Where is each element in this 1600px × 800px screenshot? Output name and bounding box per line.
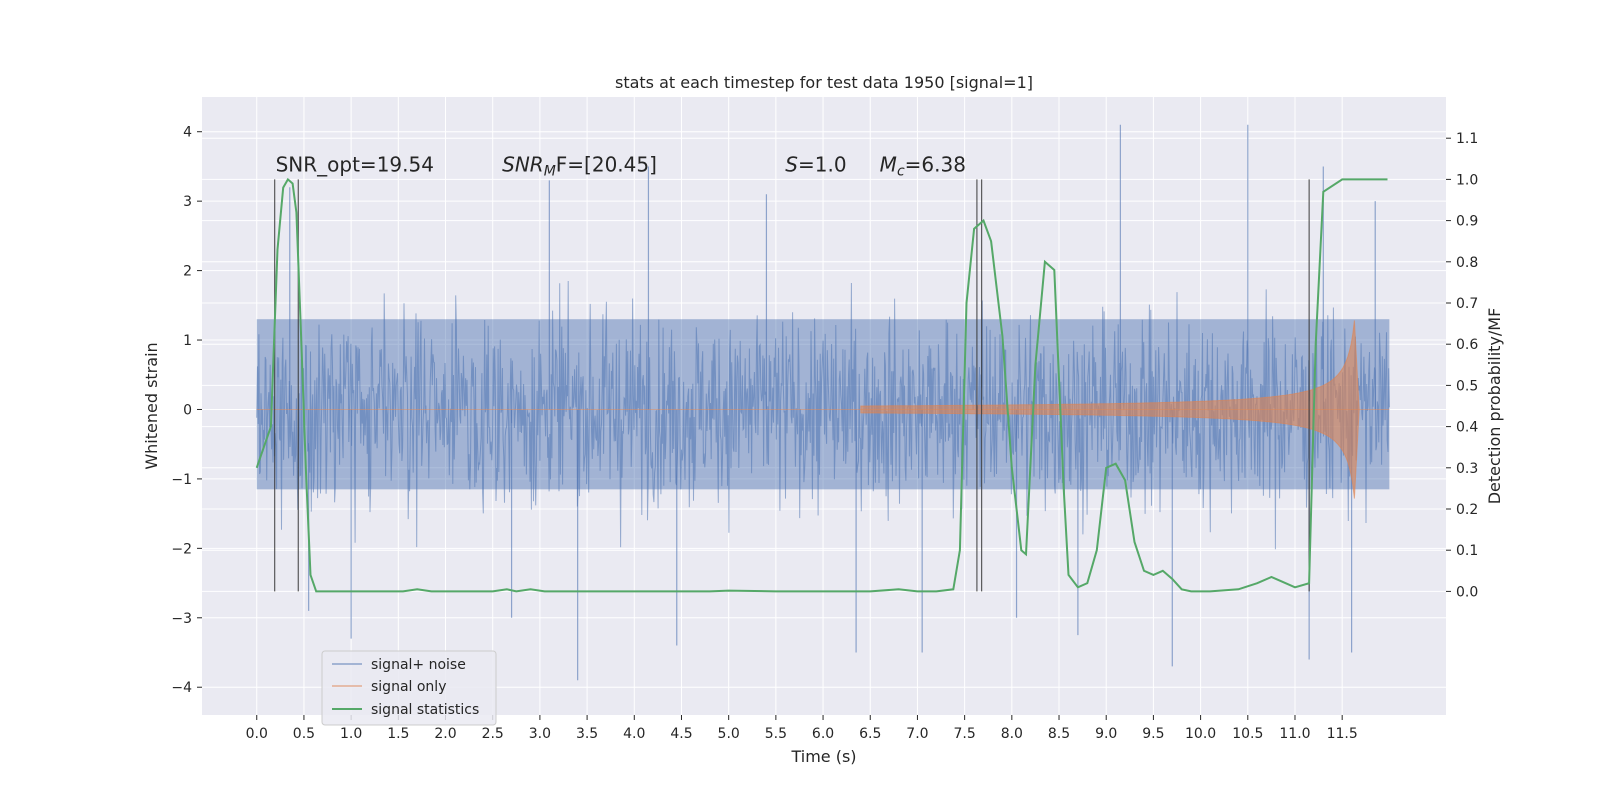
- annotation-text: S=1.0: [785, 152, 846, 176]
- legend-label-signal-noise: signal+ noise: [371, 657, 466, 673]
- x-axis-label: Time (s): [790, 747, 856, 766]
- annotation-text: Mc=6.38: [880, 152, 966, 179]
- y-axis-right-label: Detection probability/MF: [1485, 308, 1504, 505]
- annotation-base: SNR: [502, 152, 544, 176]
- y-left-tick-label: 3: [183, 194, 192, 210]
- x-tick-label: 9.5: [1142, 726, 1164, 742]
- annotation-subscript: M: [544, 163, 556, 179]
- y-left-tick-label: −2: [171, 541, 192, 557]
- y-right-tick-label: 1.0: [1456, 172, 1478, 188]
- x-axis-ticks: 0.0 0.5 1.0 1.5 2.0 2.5 3.0 3.5 4.0 4.5 5.0 5.5 6.0 6…: [246, 715, 1358, 742]
- x-tick-label: 4.0: [623, 726, 645, 742]
- y-right-tick-label: 0.0: [1456, 584, 1478, 600]
- x-tick-label: 3.5: [576, 726, 598, 742]
- x-tick-label: 1.5: [387, 726, 409, 742]
- y-axis-left-ticks: 4 3 2 1 0 −1 −2 −3 −4: [171, 125, 202, 696]
- y-right-tick-label: 0.2: [1456, 502, 1478, 518]
- x-tick-label: 10.0: [1185, 726, 1216, 742]
- x-tick-label: 2.0: [434, 726, 456, 742]
- annotation-text: SNRMF=[20.45]: [502, 152, 657, 179]
- x-tick-label: 5.5: [765, 726, 787, 742]
- x-tick-label: 0.0: [246, 726, 268, 742]
- x-tick-label: 9.0: [1095, 726, 1117, 742]
- y-right-tick-label: 0.8: [1456, 255, 1478, 271]
- y-right-tick-label: 0.6: [1456, 337, 1478, 353]
- x-tick-label: 7.5: [954, 726, 976, 742]
- x-tick-label: 11.5: [1327, 726, 1358, 742]
- y-left-tick-label: −3: [171, 611, 192, 627]
- y-right-tick-label: 0.1: [1456, 543, 1478, 559]
- annotation-text: SNR_opt=19.54: [276, 152, 434, 176]
- chart-title: stats at each timestep for test data 195…: [615, 73, 1033, 92]
- x-tick-label: 7.0: [906, 726, 928, 742]
- legend-label-signal-statistics: signal statistics: [371, 702, 479, 718]
- annotation-base: SNR_opt=19.54: [276, 152, 434, 176]
- annotations: SNR_opt=19.54 SNRMF=[20.45] S=1.0 Mc=6.38: [276, 152, 966, 179]
- legend: signal+ noise signal only signal statist…: [321, 650, 497, 726]
- y-left-tick-label: 2: [183, 264, 192, 280]
- x-tick-label: 0.5: [293, 726, 315, 742]
- x-tick-label: 6.0: [812, 726, 834, 742]
- y-left-tick-label: −4: [171, 680, 192, 696]
- y-right-tick-label: 0.5: [1456, 378, 1478, 394]
- annotation-rest: =1.0: [798, 152, 847, 176]
- y-left-tick-label: 4: [183, 125, 192, 141]
- annotation-rest: F=[20.45]: [556, 152, 657, 176]
- y-right-tick-label: 0.4: [1456, 420, 1478, 436]
- annotation-base: M: [880, 152, 897, 176]
- x-tick-label: 6.5: [859, 726, 881, 742]
- legend-box: [321, 650, 497, 726]
- x-tick-label: 1.0: [340, 726, 362, 742]
- x-tick-label: 11.0: [1279, 726, 1310, 742]
- y-axis-left-label: Whitened strain: [142, 342, 161, 469]
- signal-statistics-series: [255, 177, 1388, 593]
- x-tick-label: 4.5: [670, 726, 692, 742]
- y-right-tick-label: 1.1: [1456, 131, 1478, 147]
- y-axis-right-ticks: 1.1 1.0 0.9 0.8 0.7 0.6 0.5 0.4 0.3 0.2 0.1 0.0: [1446, 131, 1478, 600]
- y-right-tick-label: 0.7: [1456, 296, 1478, 312]
- noise-trace: [256, 280, 1390, 550]
- legend-label-signal-only: signal only: [371, 679, 446, 695]
- y-left-tick-label: 0: [183, 402, 192, 418]
- x-tick-label: 8.5: [1048, 726, 1070, 742]
- signal-only-series: [256, 320, 1390, 499]
- statistics-line: [255, 177, 1388, 593]
- x-tick-label: 8.0: [1001, 726, 1023, 742]
- y-right-tick-label: 0.3: [1456, 461, 1478, 477]
- x-tick-label: 3.0: [529, 726, 551, 742]
- annotation-subscript: c: [897, 163, 905, 179]
- x-tick-label: 2.5: [482, 726, 504, 742]
- y-left-tick-label: −1: [171, 472, 192, 488]
- y-left-tick-label: 1: [183, 333, 192, 349]
- x-tick-label: 5.0: [718, 726, 740, 742]
- annotation-rest: =6.38: [905, 152, 966, 176]
- y-right-tick-label: 0.9: [1456, 214, 1478, 230]
- x-tick-label: 10.5: [1232, 726, 1263, 742]
- annotation-base: S: [785, 152, 798, 176]
